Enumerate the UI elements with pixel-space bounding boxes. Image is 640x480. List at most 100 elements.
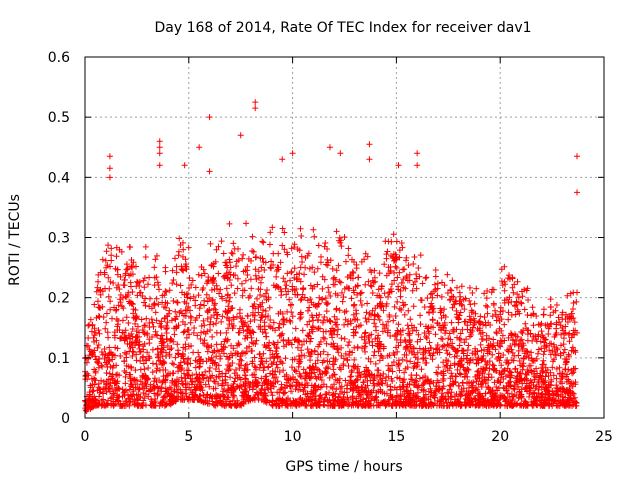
data-point <box>269 224 276 231</box>
data-point <box>208 343 215 350</box>
data-point <box>292 325 299 332</box>
data-point <box>266 304 273 311</box>
data-point <box>183 265 190 272</box>
data-point <box>399 299 406 306</box>
data-point <box>114 271 121 278</box>
data-point <box>486 399 493 406</box>
data-point <box>542 336 549 343</box>
data-point <box>243 220 250 227</box>
data-point <box>529 304 536 311</box>
data-point <box>417 321 424 328</box>
data-point <box>204 315 211 322</box>
data-point <box>387 285 394 292</box>
data-point <box>211 302 218 309</box>
data-point <box>115 302 122 309</box>
data-point <box>315 374 322 381</box>
data-point <box>154 345 161 352</box>
data-point <box>341 389 348 396</box>
data-point <box>166 287 173 294</box>
data-point <box>393 264 400 271</box>
data-point <box>263 397 270 404</box>
data-point <box>295 363 302 370</box>
data-point <box>385 318 392 325</box>
data-point <box>99 256 106 263</box>
data-point <box>345 363 352 370</box>
data-point <box>446 330 453 337</box>
data-point <box>226 298 233 305</box>
data-point <box>127 363 134 370</box>
data-point <box>198 272 205 279</box>
data-point <box>318 394 325 401</box>
data-point <box>169 377 176 384</box>
data-point <box>325 284 332 291</box>
outlier-point <box>366 141 373 148</box>
data-point <box>208 314 215 321</box>
data-point <box>268 382 275 389</box>
data-point <box>393 238 400 245</box>
data-point <box>509 349 516 356</box>
data-point <box>161 402 168 409</box>
data-point <box>222 373 229 380</box>
data-point <box>381 290 388 297</box>
data-point <box>130 349 137 356</box>
data-point <box>332 376 339 383</box>
data-point <box>267 370 274 377</box>
data-point <box>105 334 112 341</box>
data-point <box>522 385 529 392</box>
data-point <box>558 375 565 382</box>
data-point <box>512 303 519 310</box>
data-point <box>163 330 170 337</box>
data-point <box>518 375 525 382</box>
data-point <box>143 315 150 322</box>
data-point <box>523 388 530 395</box>
data-point <box>384 293 391 300</box>
data-point <box>413 363 420 370</box>
data-point <box>386 311 393 318</box>
data-point <box>490 396 497 403</box>
data-point <box>324 351 331 358</box>
data-point <box>259 299 266 306</box>
data-point <box>248 339 255 346</box>
data-point <box>275 310 282 317</box>
data-point <box>129 271 136 278</box>
data-point <box>572 327 579 334</box>
data-point <box>501 287 508 294</box>
data-point <box>173 325 180 332</box>
data-point <box>119 317 126 324</box>
data-point <box>564 292 571 299</box>
data-point <box>345 252 352 259</box>
data-point <box>509 396 516 403</box>
data-point <box>363 364 370 371</box>
data-point <box>431 394 438 401</box>
data-point <box>190 349 197 356</box>
data-point <box>325 289 332 296</box>
data-point <box>383 390 390 397</box>
data-point <box>185 303 192 310</box>
data-point <box>270 383 277 390</box>
data-point <box>292 376 299 383</box>
data-point <box>463 336 470 343</box>
data-point <box>355 402 362 409</box>
data-point <box>409 376 416 383</box>
data-point <box>108 257 115 264</box>
data-point <box>473 285 480 292</box>
data-point <box>277 259 284 266</box>
data-point <box>543 342 550 349</box>
data-point <box>156 357 163 364</box>
data-point <box>216 373 223 380</box>
data-point <box>153 317 160 324</box>
data-point <box>497 311 504 318</box>
y-axis-label: ROTI / TECUs <box>7 194 23 286</box>
data-point <box>338 335 345 342</box>
data-point <box>530 322 537 329</box>
data-point <box>375 313 382 320</box>
data-point <box>459 326 466 333</box>
data-point <box>403 343 410 350</box>
data-point <box>378 285 385 292</box>
data-point <box>379 355 386 362</box>
data-point <box>223 297 230 304</box>
data-point <box>396 305 403 312</box>
data-point <box>298 295 305 302</box>
data-point <box>414 349 421 356</box>
data-point <box>148 316 155 323</box>
